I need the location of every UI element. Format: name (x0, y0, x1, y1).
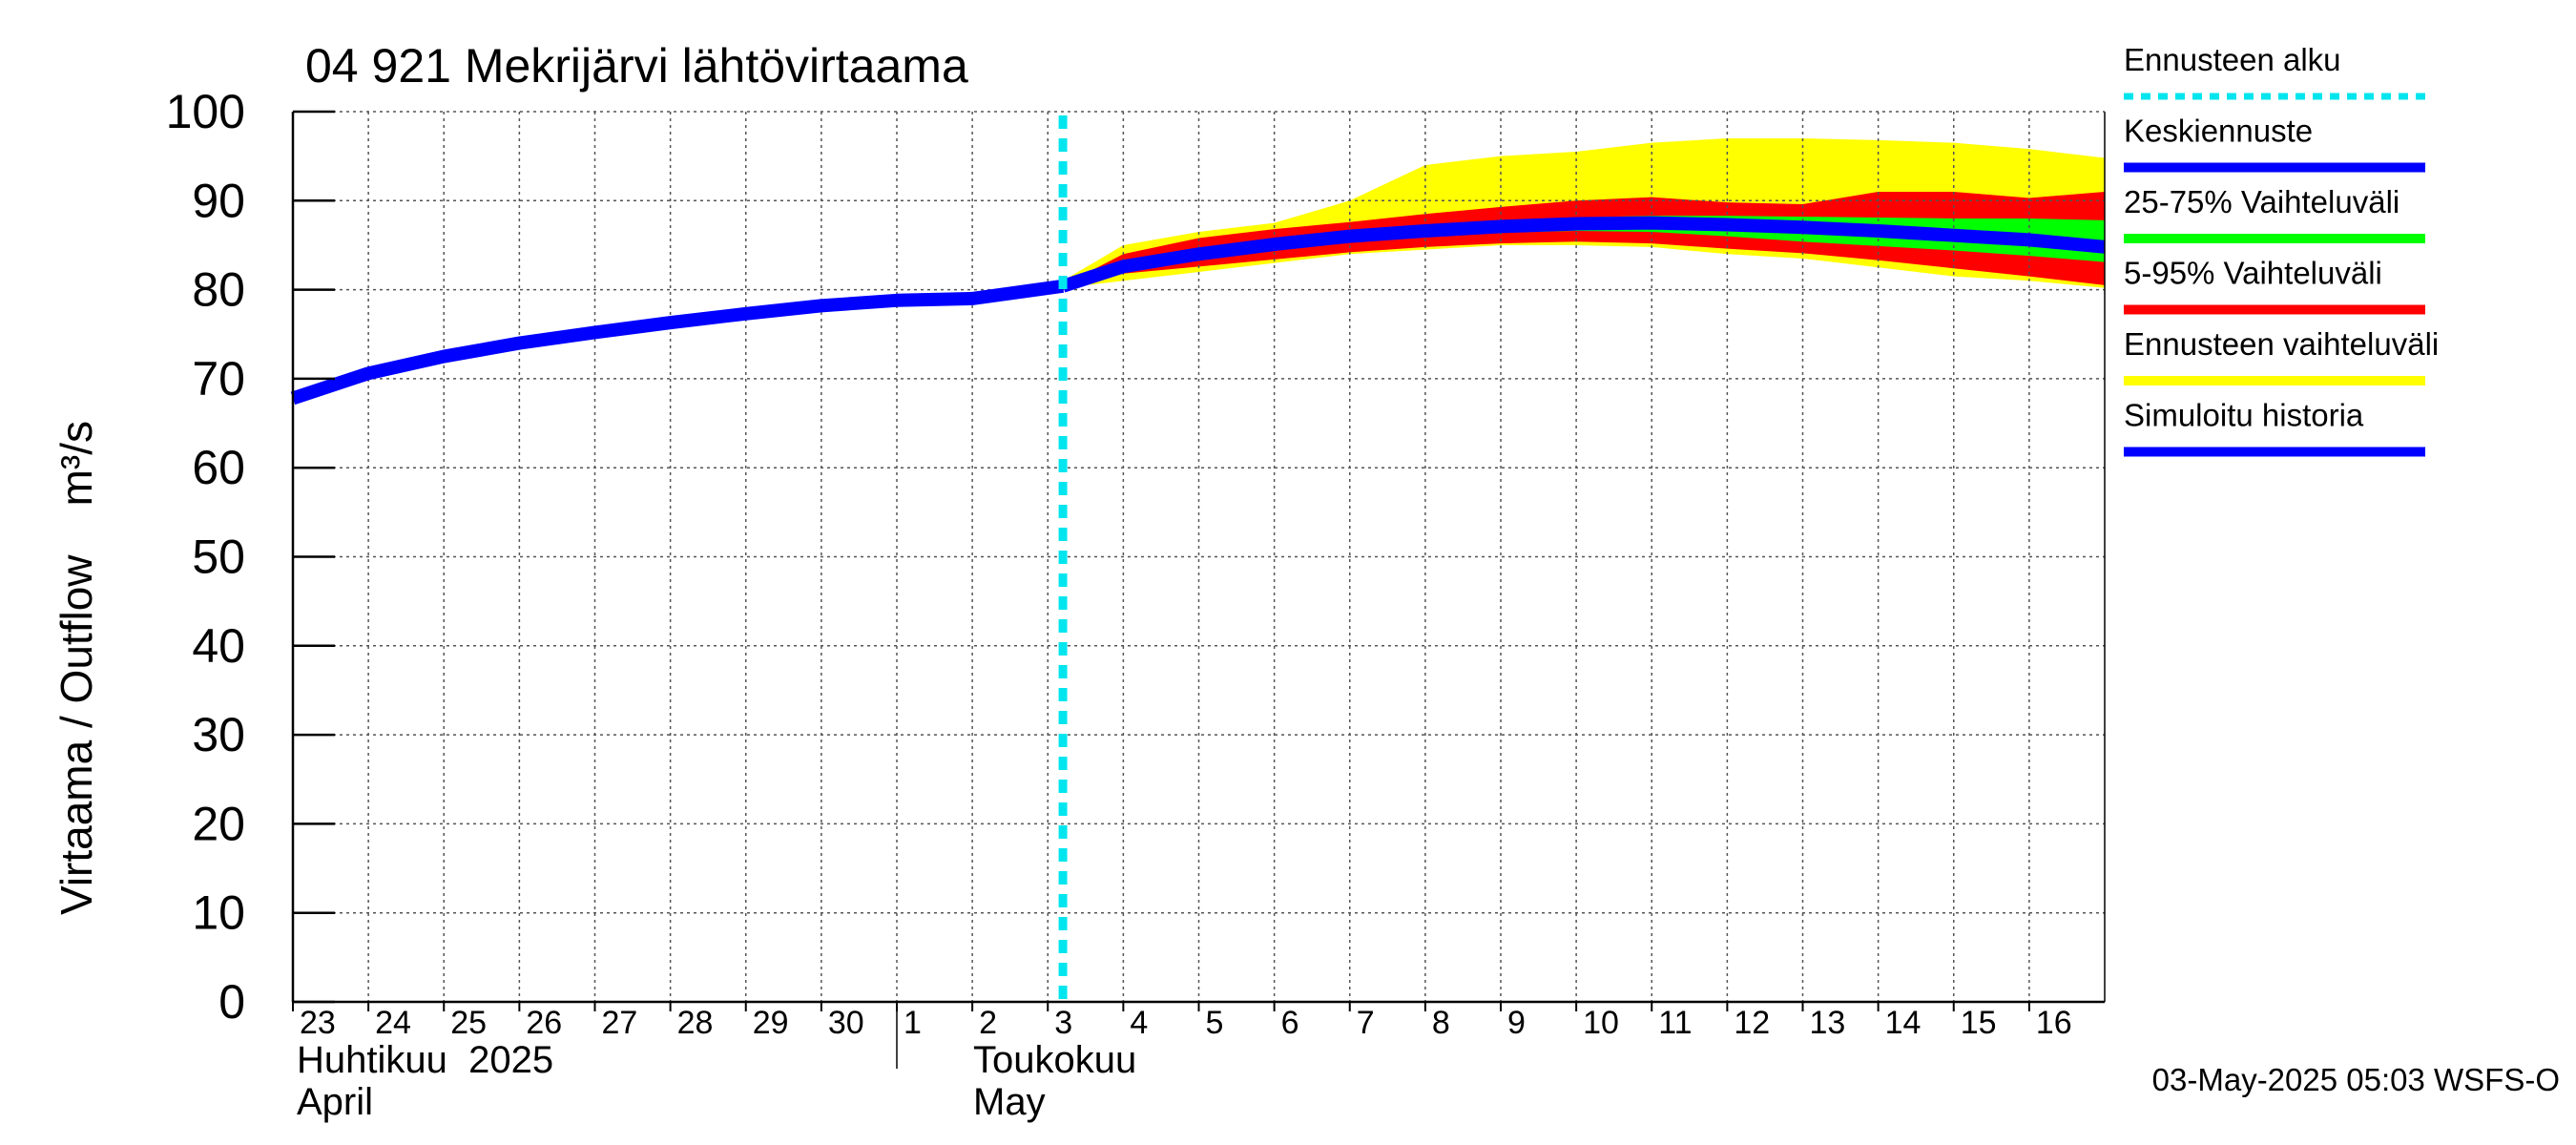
x-tick-label: 12 (1734, 1005, 1770, 1041)
x-tick-label: 25 (450, 1005, 487, 1041)
x-tick-label: 13 (1810, 1005, 1846, 1041)
x-tick-label: 24 (375, 1005, 411, 1041)
x-tick-label: 15 (1961, 1005, 1997, 1041)
y-tick-label: 30 (192, 708, 245, 761)
y-tick-label: 60 (192, 441, 245, 494)
series-line-keskiennuste (1060, 216, 2106, 293)
x-tick-label: 28 (677, 1005, 714, 1041)
legend-label: Ennusteen alku (2124, 42, 2341, 77)
y-tick-label: 20 (192, 797, 245, 850)
grid-lines (293, 112, 2105, 1002)
month-label-fi: Toukokuu (973, 1039, 1136, 1081)
legend-label: Ennusteen vaihteluväli (2124, 326, 2439, 362)
legend: Ennusteen alku Keskiennuste 25-75% Vaihtel… (2124, 42, 2439, 457)
chart-title: 04 921 Mekrijärvi lähtövirtaama (305, 39, 968, 93)
x-tick-label: 6 (1281, 1005, 1299, 1041)
y-tick-label: 100 (166, 85, 245, 138)
y-tick-label: 10 (192, 886, 245, 940)
series-lines (290, 115, 2106, 1002)
x-tick-label: 3 (1054, 1005, 1072, 1041)
x-tick-label: 8 (1432, 1005, 1450, 1041)
x-tick-label: 23 (300, 1005, 336, 1041)
y-tick-label: 90 (192, 174, 245, 227)
legend-label: Simuloitu historia (2124, 398, 2364, 433)
y-tick-label: 50 (192, 531, 245, 584)
y-tick-label: 80 (192, 263, 245, 317)
x-tick-label: 14 (1885, 1005, 1922, 1041)
legend-label: Keskiennuste (2124, 114, 2313, 149)
axes (291, 110, 2106, 1069)
x-tick-label: 7 (1357, 1005, 1375, 1041)
x-tick-label: 26 (526, 1005, 562, 1041)
legend-label: 25-75% Vaihteluväli (2124, 184, 2399, 219)
x-tick-label: 4 (1130, 1005, 1148, 1041)
footer-timestamp: 03-May-2025 05:03 WSFS-O (2152, 1062, 2560, 1097)
month-label-fi: Huhtikuu 2025 (297, 1039, 553, 1081)
y-axis-label: Virtaama / Outflow m³/s (52, 421, 101, 915)
y-tick-label: 0 (218, 975, 245, 1029)
x-tick-label: 2 (979, 1005, 997, 1041)
series-line-simuloitu-historia (290, 279, 1065, 406)
x-tick-label: 11 (1658, 1005, 1692, 1041)
band-5-95-vaihteluv-li (1063, 191, 2105, 288)
month-label-en: April (297, 1081, 373, 1123)
x-tick-label: 16 (2036, 1005, 2072, 1041)
x-tick-label: 5 (1206, 1005, 1224, 1041)
x-tick-label: 29 (753, 1005, 789, 1041)
y-tick-label: 40 (192, 619, 245, 673)
legend-label: 5-95% Vaihteluväli (2124, 256, 2382, 291)
x-tick-label: 9 (1507, 1005, 1526, 1041)
x-tick-label: 27 (602, 1005, 638, 1041)
x-tick-label: 1 (904, 1005, 922, 1041)
x-tick-label: 10 (1583, 1005, 1619, 1041)
y-tick-label: 70 (192, 352, 245, 406)
month-label-en: May (973, 1081, 1046, 1123)
x-tick-label: 30 (828, 1005, 864, 1041)
